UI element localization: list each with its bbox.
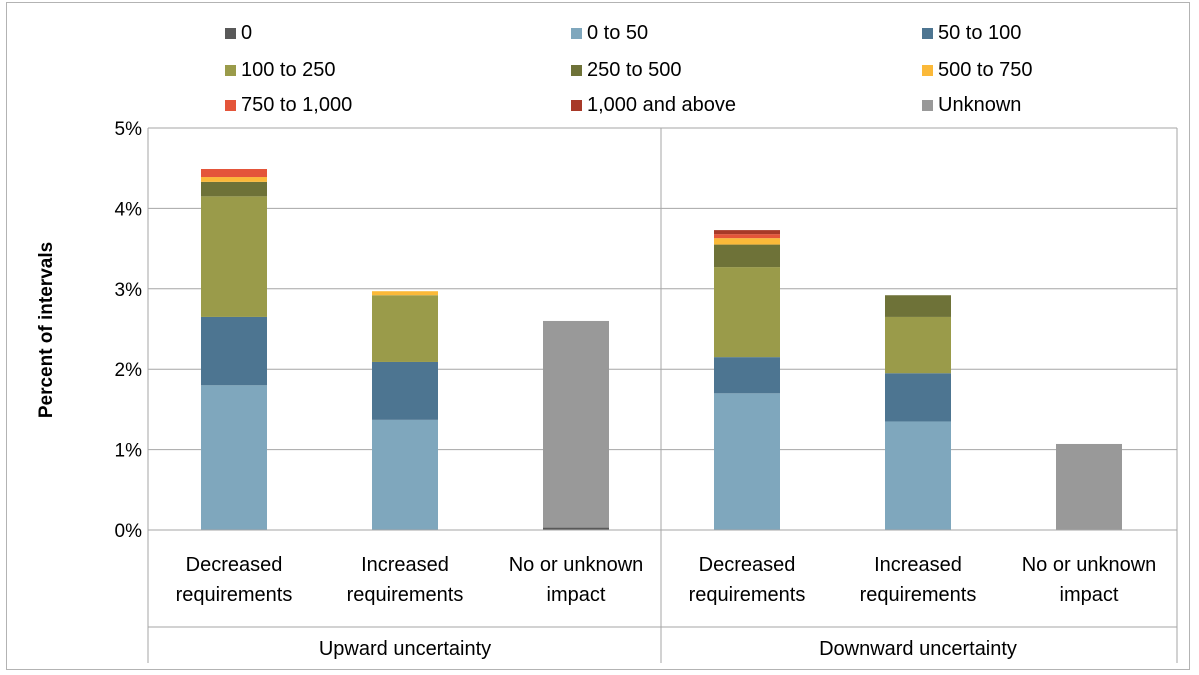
bar-segment-50-to-100 — [201, 316, 267, 386]
bar-segment-unknown — [543, 320, 609, 528]
x-category-label: Increased — [361, 554, 449, 576]
x-category-label: No or unknown — [1022, 554, 1157, 576]
x-group-label: Upward uncertainty — [319, 638, 491, 660]
legend-swatch — [225, 65, 236, 76]
bar-segment-50-to-100 — [885, 373, 951, 422]
legend-swatch — [225, 100, 236, 111]
x-category-label: requirements — [176, 584, 293, 606]
chart-frame — [6, 2, 1190, 670]
bar-segment-unknown — [1056, 443, 1122, 530]
bar-segment-500-to-750 — [372, 291, 438, 296]
bar-segment-500-to-750 — [714, 238, 780, 245]
legend-swatch — [922, 65, 933, 76]
bar-segment-250-to-500 — [201, 181, 267, 197]
legend-swatch — [571, 100, 582, 111]
legend-label: 50 to 100 — [938, 22, 1021, 44]
y-tick-label: 4% — [115, 199, 143, 220]
legend-swatch — [922, 100, 933, 111]
bar-segment-100-to-250 — [201, 196, 267, 317]
legend-swatch — [571, 28, 582, 39]
legend-label: 0 to 50 — [587, 22, 648, 44]
bar-segment-50-to-100 — [372, 361, 438, 420]
x-category-label: impact — [547, 584, 606, 606]
bar-segment-100-to-250 — [372, 295, 438, 362]
bar-segment-0-to-50 — [714, 393, 780, 530]
x-category-label: requirements — [347, 584, 464, 606]
y-tick-label: 1% — [115, 441, 143, 462]
x-category-label: Decreased — [699, 554, 796, 576]
y-axis-label: Percent of intervals — [36, 242, 57, 418]
bar-segment-500-to-750 — [201, 177, 267, 182]
bar-segment-250-to-500 — [885, 295, 951, 317]
y-tick-label: 0% — [115, 521, 143, 542]
y-tick-label: 5% — [115, 119, 143, 140]
bar-segment-100-to-250 — [714, 267, 780, 358]
bar-segment-1-000-and-above — [714, 230, 780, 235]
x-group-label: Downward uncertainty — [819, 638, 1017, 660]
legend-label: 500 to 750 — [938, 59, 1033, 81]
legend-label: Unknown — [938, 94, 1021, 116]
bar-segment-250-to-500 — [714, 244, 780, 268]
bar-segment-0-to-50 — [201, 385, 267, 530]
legend-label: 250 to 500 — [587, 59, 682, 81]
legend-swatch — [922, 28, 933, 39]
x-category-label: Decreased — [186, 554, 283, 576]
legend-swatch — [225, 28, 236, 39]
bar-segment-750-to-1-000 — [714, 234, 780, 239]
x-category-label: requirements — [860, 584, 977, 606]
bar-segment-100-to-250 — [885, 316, 951, 374]
legend-label: 0 — [241, 22, 252, 44]
legend-label: 750 to 1,000 — [241, 94, 352, 116]
grid-lines — [148, 127, 1177, 531]
x-category-label: requirements — [689, 584, 806, 606]
legend-swatch — [571, 65, 582, 76]
legend: 0 0 to 50 50 to 100 100 to 250 250 to 500 500… — [225, 22, 1033, 116]
axes — [147, 128, 1178, 663]
legend-label: 100 to 250 — [241, 59, 336, 81]
x-category-label: Increased — [874, 554, 962, 576]
bar-segment-0-to-50 — [372, 419, 438, 530]
y-tick-label: 3% — [115, 280, 143, 301]
legend-label: 1,000 and above — [587, 94, 736, 116]
bar-segment-0-to-50 — [885, 421, 951, 530]
bar-segment-750-to-1-000 — [201, 169, 267, 178]
bar-segment-50-to-100 — [714, 357, 780, 394]
x-category-labels: Decreased requirements Increased requiremen… — [176, 554, 1157, 660]
bar-segment-0 — [543, 527, 609, 530]
bars — [201, 169, 1122, 530]
y-tick-label: 2% — [115, 360, 143, 381]
y-tick-labels: 0% 1% 2% 3% 4% 5% — [115, 119, 143, 542]
x-category-label: No or unknown — [509, 554, 644, 576]
x-category-label: impact — [1060, 584, 1119, 606]
